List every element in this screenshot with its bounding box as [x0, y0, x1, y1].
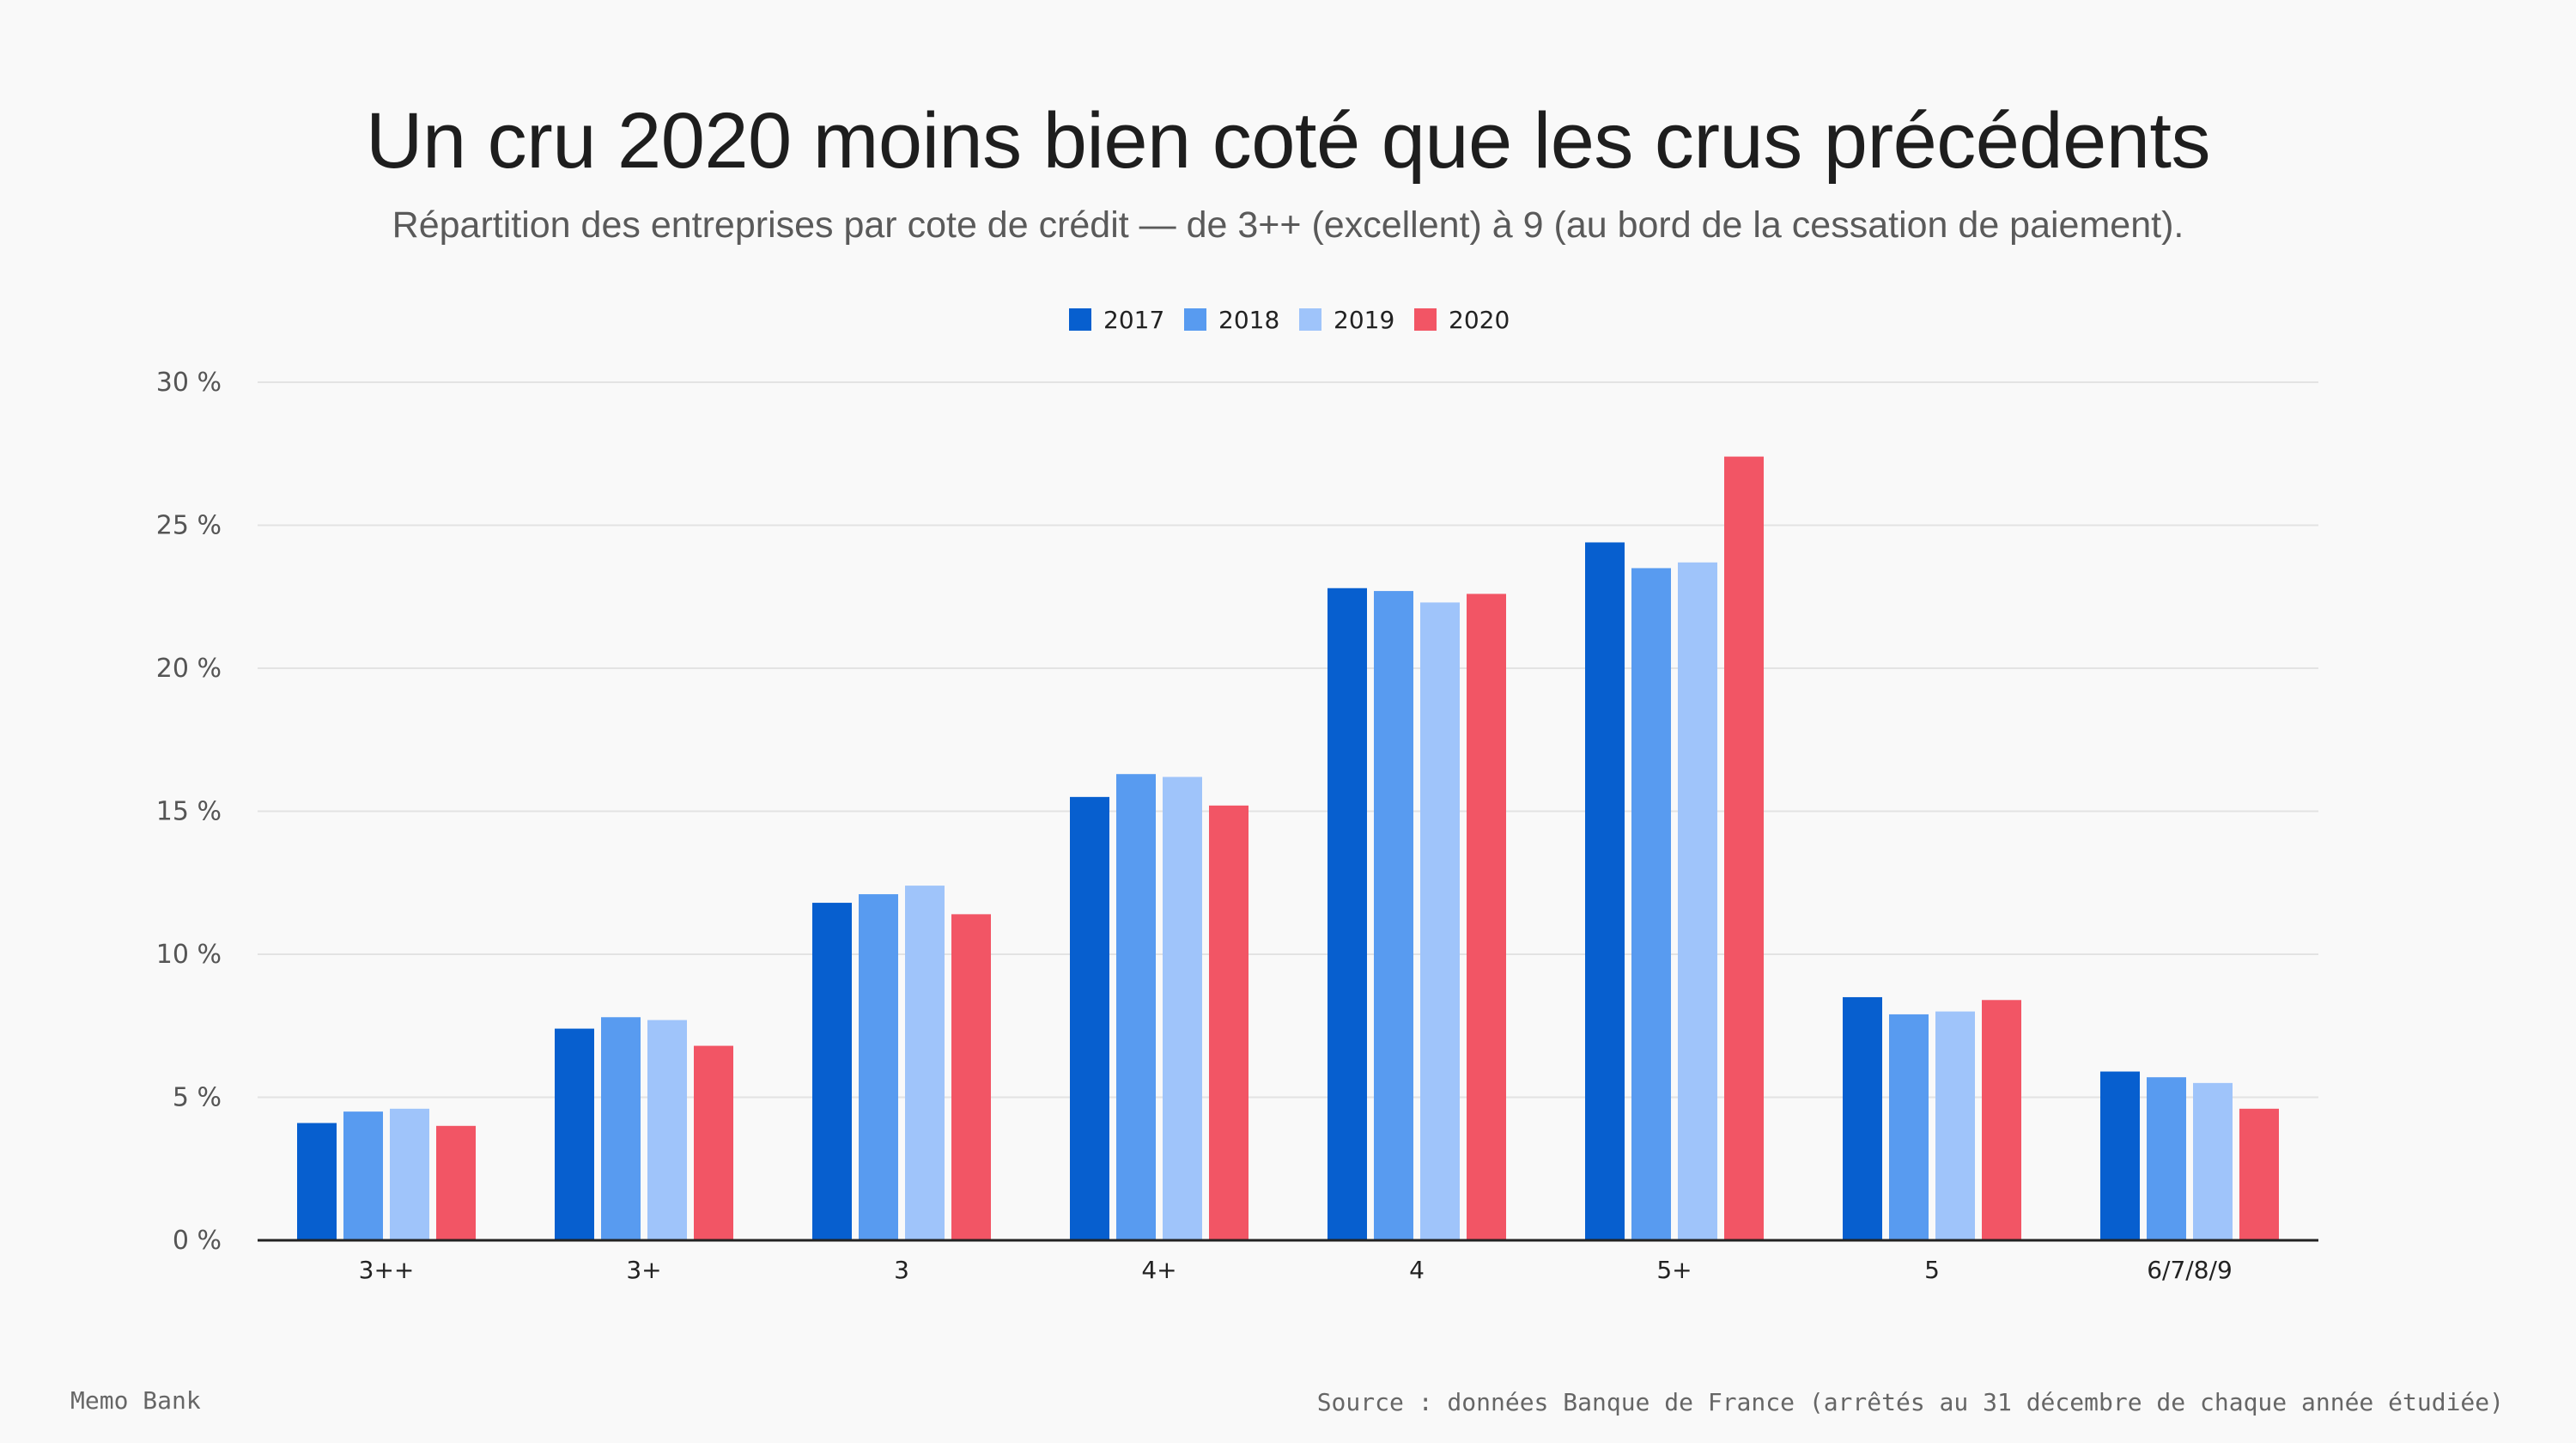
bar-2017-3++	[297, 1123, 337, 1240]
bar-2019-5	[1935, 1011, 1975, 1240]
bar-2018-3	[859, 894, 898, 1240]
x-tick-label: 3+	[626, 1256, 661, 1284]
chart-subtitle: Répartition des entreprises par cote de …	[392, 204, 2184, 246]
bar-2018-3++	[343, 1111, 383, 1240]
bar-2017-3	[812, 903, 852, 1240]
x-axis: 3++ 3+ 3 4+ 4 5+ 5 6/7/8/9	[258, 1239, 2318, 1284]
bar-2020-3	[951, 914, 991, 1240]
legend-label-2020: 2020	[1449, 306, 1510, 334]
bar-2018-4+	[1116, 774, 1156, 1240]
y-tick-label: 15 %	[156, 797, 222, 827]
y-tick-label: 0 %	[173, 1226, 222, 1256]
y-tick-label: 5 %	[173, 1083, 222, 1113]
y-tick-label: 10 %	[156, 940, 222, 970]
source-note: Source : données Banque de France (arrêt…	[1316, 1388, 2504, 1416]
bar-2018-5	[1889, 1014, 1929, 1240]
brand-label: Memo Bank	[70, 1386, 201, 1415]
legend-swatch-2019	[1299, 308, 1321, 331]
bar-2017-4+	[1070, 796, 1109, 1240]
bar-2017-4	[1327, 588, 1367, 1240]
bar-2019-3++	[390, 1108, 429, 1240]
y-tick-label: 25 %	[156, 511, 222, 541]
bar-2017-5	[1843, 996, 1882, 1240]
legend-label-2019: 2019	[1334, 306, 1394, 334]
bar-2019-3	[905, 886, 945, 1240]
legend-swatch-2017	[1069, 308, 1091, 331]
bars	[297, 456, 2279, 1240]
bar-2020-5+	[1724, 456, 1764, 1240]
bar-2019-3+	[647, 1020, 687, 1240]
x-tick-label: 6/7/8/9	[2147, 1256, 2233, 1284]
bar-2018-5+	[1631, 568, 1671, 1240]
bar-2017-3+	[555, 1028, 594, 1240]
bar-2020-5	[1982, 1000, 2021, 1240]
x-tick-label: 5	[1924, 1256, 1940, 1284]
bar-2018-3+	[601, 1017, 641, 1240]
bar-2018-6/7/8/9	[2147, 1077, 2186, 1240]
legend-label-2018: 2018	[1218, 306, 1279, 334]
chart-title: Un cru 2020 moins bien coté que les crus…	[366, 97, 2210, 185]
x-tick-label: 5+	[1656, 1256, 1692, 1284]
bar-2017-6/7/8/9	[2100, 1071, 2140, 1240]
x-tick-label: 3	[894, 1256, 909, 1284]
bar-2019-5+	[1678, 562, 1717, 1240]
bar-2019-4+	[1163, 776, 1202, 1240]
bar-2019-4	[1420, 602, 1460, 1240]
legend-swatch-2020	[1414, 308, 1437, 331]
legend-swatch-2018	[1184, 308, 1206, 331]
bar-2020-4+	[1209, 805, 1249, 1240]
bar-chart: 2017 2018 2019 2020 0 % 5 % 10 % 15 % 20 % 25 % 3…	[156, 306, 2318, 1284]
legend-label-2017: 2017	[1103, 306, 1164, 334]
bar-2020-6/7/8/9	[2239, 1108, 2279, 1240]
bar-2017-5+	[1585, 542, 1625, 1240]
bar-2018-4	[1374, 591, 1413, 1240]
bar-2020-3++	[436, 1125, 476, 1240]
bar-2019-6/7/8/9	[2193, 1082, 2233, 1240]
gridlines	[258, 381, 2318, 1099]
bar-2020-3+	[694, 1045, 733, 1240]
y-tick-label: 30 %	[156, 368, 222, 398]
x-tick-label: 4	[1409, 1256, 1425, 1284]
bar-2020-4	[1467, 594, 1506, 1240]
x-tick-label: 4+	[1141, 1256, 1176, 1284]
x-tick-label: 3++	[359, 1256, 415, 1284]
y-axis: 0 % 5 % 10 % 15 % 20 % 25 % 30 %	[156, 368, 222, 1256]
legend: 2017 2018 2019 2020	[1069, 306, 1510, 334]
y-tick-label: 20 %	[156, 654, 222, 684]
